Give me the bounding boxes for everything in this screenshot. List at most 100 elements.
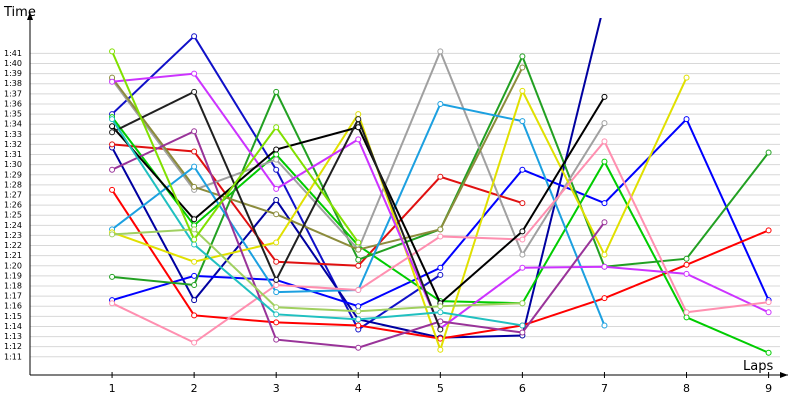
y-tick-label: 1:26 — [4, 201, 22, 210]
point — [273, 319, 280, 326]
y-tick-label: 1:31 — [4, 150, 22, 159]
y-axis-label: Time — [3, 5, 36, 20]
point — [601, 322, 608, 329]
point — [191, 33, 198, 40]
point — [355, 344, 362, 351]
point — [437, 173, 444, 180]
point — [519, 251, 526, 258]
point — [109, 78, 116, 85]
point — [519, 87, 526, 94]
point — [355, 322, 362, 329]
point — [273, 124, 280, 131]
point — [109, 48, 116, 55]
point — [273, 304, 280, 311]
point — [355, 239, 362, 246]
point — [109, 300, 116, 307]
point — [765, 299, 772, 306]
point — [191, 236, 198, 243]
point — [273, 185, 280, 192]
y-tick-label: 1:15 — [4, 312, 22, 321]
x-tick-label: 1 — [109, 382, 116, 395]
point — [519, 118, 526, 125]
point — [437, 233, 444, 240]
point — [519, 53, 526, 60]
y-tick-label: 1:39 — [4, 69, 22, 78]
point — [191, 70, 198, 77]
x-tick-label: 3 — [273, 382, 280, 395]
y-tick-label: 1:35 — [4, 110, 22, 119]
point — [437, 100, 444, 107]
x-tick-label: 7 — [601, 382, 608, 395]
x-tick-label: 5 — [437, 382, 444, 395]
point — [683, 255, 690, 262]
point — [273, 211, 280, 218]
y-tick-label: 1:22 — [4, 241, 22, 250]
point — [355, 116, 362, 123]
point — [109, 116, 116, 123]
y-tick-label: 1:12 — [4, 342, 22, 351]
y-tick-label: 1:23 — [4, 231, 22, 240]
point — [519, 236, 526, 243]
point — [601, 158, 608, 165]
y-tick-label: 1:17 — [4, 292, 22, 301]
point — [765, 349, 772, 356]
y-tick-label: 1:40 — [4, 59, 22, 68]
point — [273, 258, 280, 265]
point — [355, 303, 362, 310]
y-tick-label: 1:16 — [4, 302, 22, 311]
point — [601, 251, 608, 258]
point — [191, 272, 198, 279]
point — [437, 271, 444, 278]
point — [273, 336, 280, 343]
point — [437, 346, 444, 353]
point — [191, 148, 198, 155]
point — [601, 200, 608, 207]
point — [765, 309, 772, 316]
y-tick-label: 1:30 — [4, 160, 22, 169]
x-tick-label: 9 — [765, 382, 772, 395]
point — [683, 270, 690, 277]
point — [191, 216, 198, 223]
point — [601, 93, 608, 100]
y-tick-label: 1:28 — [4, 180, 22, 189]
y-tick-label: 1:36 — [4, 99, 22, 108]
point — [191, 163, 198, 170]
x-tick-label: 4 — [355, 382, 362, 395]
point — [191, 241, 198, 248]
point — [519, 264, 526, 271]
y-axis-arrow — [27, 12, 33, 20]
point — [519, 64, 526, 71]
point — [765, 149, 772, 156]
point — [273, 276, 280, 283]
y-tick-label: 1:20 — [4, 261, 22, 270]
point — [683, 309, 690, 316]
y-tick-label: 1:29 — [4, 170, 22, 179]
y-tick-label: 1:21 — [4, 251, 22, 260]
y-tick-label: 1:37 — [4, 89, 22, 98]
point — [519, 329, 526, 336]
point — [273, 311, 280, 318]
point — [602, 0, 607, 5]
series-line — [111, 129, 606, 349]
plot-area — [109, 0, 772, 356]
series-line — [111, 48, 606, 257]
y-tick-label: 1:13 — [4, 332, 22, 341]
point — [109, 166, 116, 173]
point — [601, 138, 608, 145]
point — [191, 226, 198, 233]
y-tick-label: 1:33 — [4, 130, 22, 139]
point — [191, 258, 198, 265]
x-axis-arrow — [780, 372, 788, 378]
point — [437, 303, 444, 310]
point — [109, 129, 116, 136]
point — [683, 116, 690, 123]
point — [191, 183, 198, 190]
y-tick-label: 1:41 — [4, 49, 22, 58]
series-line — [111, 67, 524, 251]
point — [519, 200, 526, 207]
y-tick-label: 1:11 — [4, 352, 22, 361]
point — [765, 227, 772, 234]
point — [437, 226, 444, 233]
point — [601, 295, 608, 302]
